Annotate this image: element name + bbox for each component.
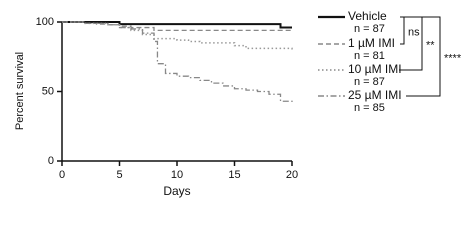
survival-line bbox=[62, 21, 293, 50]
significance-bracket bbox=[400, 16, 405, 45]
x-tick-label: 10 bbox=[171, 169, 183, 181]
y-tick-label: 100 bbox=[36, 16, 54, 28]
x-axis-label: Days bbox=[163, 184, 190, 198]
chart: Percent survival Days 0 50 100 0 5 10 15 20 Vehi… bbox=[14, 9, 462, 198]
significance-label: ** bbox=[426, 39, 435, 51]
legend-label: Vehicle bbox=[348, 9, 387, 23]
legend-label: 10 µM IMI bbox=[348, 62, 402, 76]
x-tick-label: 0 bbox=[59, 169, 65, 181]
y-tick-label: 0 bbox=[48, 155, 54, 167]
legend-n: n = 81 bbox=[354, 50, 385, 62]
y-tick-label: 50 bbox=[42, 85, 54, 97]
x-tick-label: 20 bbox=[286, 169, 298, 181]
survival-line bbox=[62, 21, 293, 103]
legend-label: 1 µM IMI bbox=[348, 36, 395, 50]
significance-bracket bbox=[400, 16, 441, 97]
survival-line bbox=[62, 21, 292, 29]
legend-n: n = 87 bbox=[354, 23, 385, 35]
x-tick-label: 15 bbox=[228, 169, 240, 181]
x-tick-label: 5 bbox=[116, 169, 122, 181]
legend-n: n = 87 bbox=[354, 76, 385, 88]
significance-label: ns bbox=[408, 26, 420, 38]
legend-n: n = 85 bbox=[354, 102, 385, 114]
significance-label: **** bbox=[444, 52, 462, 64]
legend-label: 25 µM IMI bbox=[348, 88, 402, 102]
y-axis-label: Percent survival bbox=[14, 52, 26, 130]
